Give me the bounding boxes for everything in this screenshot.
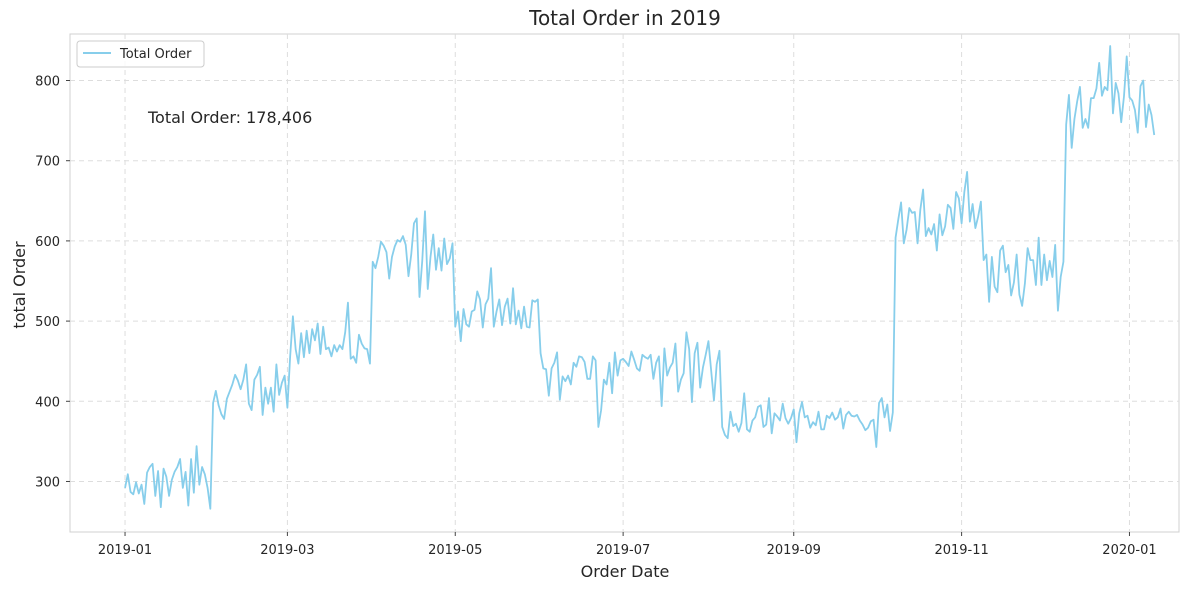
legend-box	[76, 40, 205, 68]
total-order-series-line	[124, 45, 1156, 510]
x-tick-label: 2019-07	[596, 543, 650, 558]
x-tick-label: 2019-01	[98, 543, 152, 558]
x-tick-label: 2019-11	[934, 543, 988, 558]
chart-title: Total Order in 2019	[528, 6, 721, 30]
series-layer	[124, 45, 1156, 510]
y-axis-ticks: 300 400 500 600 700 800	[35, 75, 70, 490]
y-tick-label: 300	[35, 475, 60, 490]
y-tick-label: 800	[35, 75, 60, 90]
y-tick-label: 400	[35, 395, 60, 410]
y-axis-label: total Order	[10, 241, 29, 329]
grid	[70, 34, 1179, 532]
y-tick-label: 700	[35, 155, 60, 170]
x-axis-ticks: 2019-01 2019-03 2019-05 2019-07 2019-09 2019-…	[98, 532, 1157, 558]
x-tick-label: 2019-03	[260, 543, 314, 558]
x-tick-label: 2020-01	[1102, 543, 1156, 558]
x-axis-label: Order Date	[581, 562, 670, 581]
legend: Total Order	[76, 40, 205, 68]
legend-label: Total Order	[119, 47, 192, 62]
y-tick-label: 500	[35, 315, 60, 330]
x-tick-label: 2019-05	[428, 543, 482, 558]
total-order-annotation: Total Order: 178,406	[147, 108, 312, 127]
y-tick-label: 600	[35, 235, 60, 250]
x-tick-label: 2019-09	[767, 543, 821, 558]
